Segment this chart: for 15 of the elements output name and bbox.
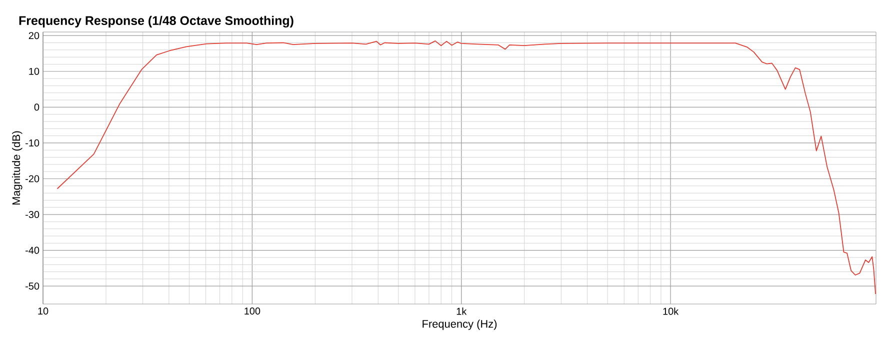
x-tick-label: 1k bbox=[456, 308, 467, 315]
chart-title: Frequency Response (1/48 Octave Smoothing) bbox=[19, 16, 294, 28]
x-tick-label: 10k bbox=[663, 308, 679, 315]
x-tick-label: 10 bbox=[38, 308, 48, 315]
y-tick-label: 10 bbox=[29, 68, 40, 75]
y-tick-label: 20 bbox=[28, 32, 40, 40]
x-tick-label: 100 bbox=[244, 308, 260, 315]
y-tick-label: -50 bbox=[26, 282, 40, 290]
y-tick-label: -30 bbox=[26, 211, 40, 218]
y-axis-title: Magnitude (dB) bbox=[12, 131, 22, 205]
y-tick-label: -40 bbox=[26, 246, 40, 254]
y-tick-label: -10 bbox=[26, 139, 40, 146]
x-axis-title: Frequency (Hz) bbox=[422, 320, 497, 330]
y-tick-label: -20 bbox=[26, 175, 40, 182]
y-tick-label: 0 bbox=[34, 104, 40, 111]
